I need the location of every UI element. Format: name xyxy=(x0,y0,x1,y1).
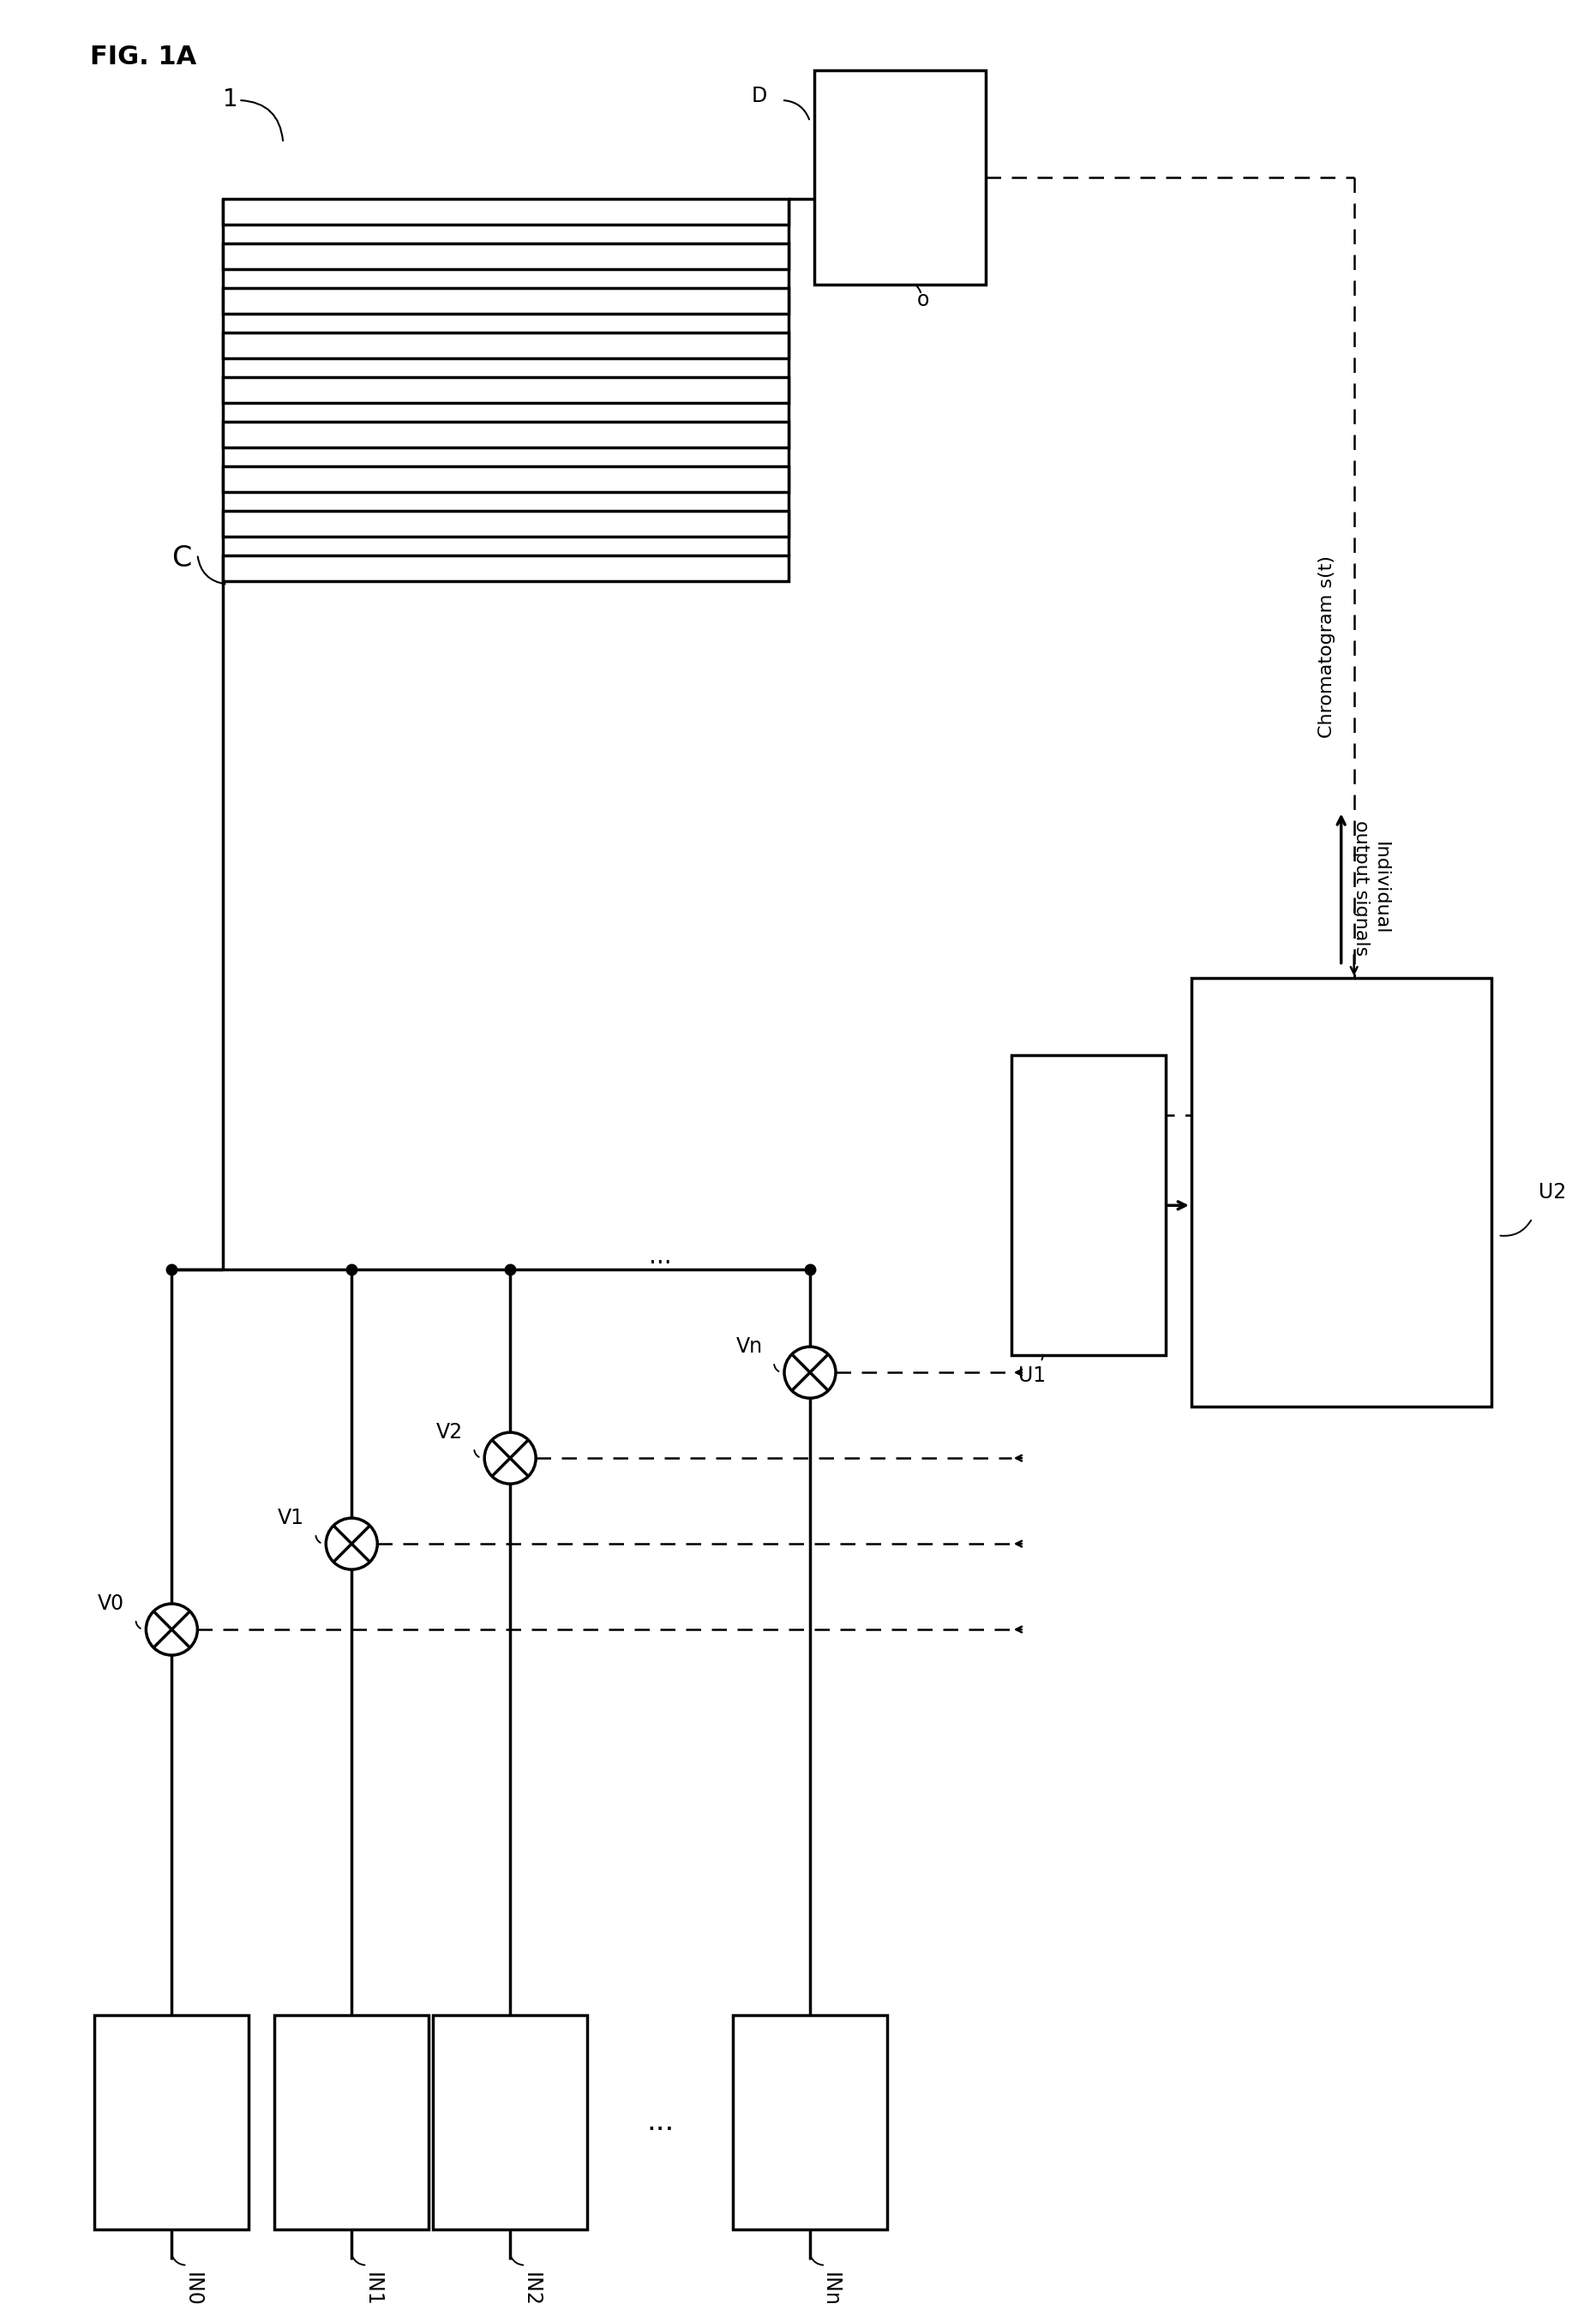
Text: Vn: Vn xyxy=(736,1336,763,1357)
Bar xyxy=(223,510,788,537)
Text: V0: V0 xyxy=(97,1593,124,1614)
Circle shape xyxy=(326,1517,377,1570)
Text: INn: INn xyxy=(820,2272,841,2307)
Bar xyxy=(814,69,986,285)
Text: Detector: Detector xyxy=(889,130,910,225)
Circle shape xyxy=(485,1431,536,1485)
Text: Sample inlet 1: Sample inlet 1 xyxy=(343,2057,361,2186)
Bar xyxy=(223,334,788,359)
Text: ...: ... xyxy=(648,1244,672,1269)
Text: ...: ... xyxy=(646,2108,674,2135)
Bar xyxy=(1012,1056,1165,1355)
Bar xyxy=(223,287,788,313)
Bar xyxy=(223,199,788,225)
Bar xyxy=(223,466,788,491)
Text: Individual
output signals: Individual output signals xyxy=(1353,820,1390,957)
Text: Chromatogram s(t): Chromatogram s(t) xyxy=(1318,556,1336,739)
Text: V1: V1 xyxy=(278,1508,305,1529)
Bar xyxy=(94,2015,249,2230)
Text: IN1: IN1 xyxy=(362,2272,383,2307)
Text: o: o xyxy=(918,290,929,310)
Text: IN2: IN2 xyxy=(520,2272,541,2307)
Bar xyxy=(223,378,788,403)
Circle shape xyxy=(784,1346,836,1399)
Text: Carrier fluid inlet: Carrier fluid inlet xyxy=(163,2047,180,2198)
Text: Sample inlet n: Sample inlet n xyxy=(801,2057,819,2186)
Bar xyxy=(1191,977,1491,1406)
Bar xyxy=(275,2015,429,2230)
Text: Signal processing
unit (correlation): Signal processing unit (correlation) xyxy=(1323,1114,1360,1271)
Text: Control unit: Control unit xyxy=(1080,1149,1096,1262)
Bar xyxy=(223,556,788,581)
Text: V2: V2 xyxy=(436,1422,463,1443)
Bar xyxy=(223,422,788,447)
Text: FIG. 1A: FIG. 1A xyxy=(91,44,196,69)
Text: D: D xyxy=(752,86,768,107)
Text: Sample inlet 2: Sample inlet 2 xyxy=(501,2057,519,2186)
Text: U1: U1 xyxy=(1018,1366,1045,1387)
Bar xyxy=(223,243,788,269)
Text: C: C xyxy=(172,544,192,572)
Bar xyxy=(433,2015,587,2230)
Text: U2: U2 xyxy=(1539,1181,1566,1202)
Circle shape xyxy=(147,1603,198,1656)
Text: IN0: IN0 xyxy=(182,2272,203,2307)
Bar xyxy=(733,2015,887,2230)
Text: 1: 1 xyxy=(223,88,238,111)
